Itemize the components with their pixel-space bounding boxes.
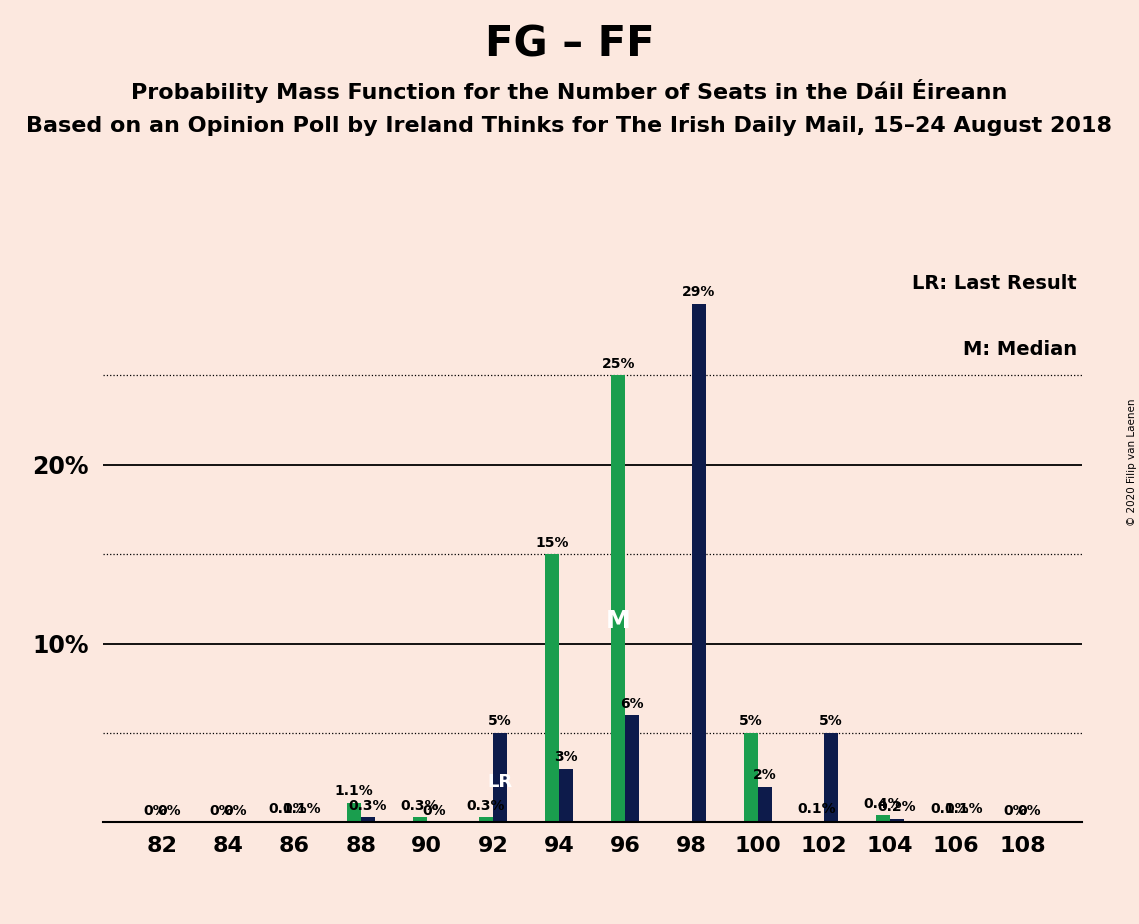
Text: 0.1%: 0.1% — [268, 802, 306, 816]
Text: 0.1%: 0.1% — [944, 802, 983, 816]
Bar — [346, 803, 361, 822]
Text: 0.1%: 0.1% — [282, 802, 321, 816]
Text: 0%: 0% — [210, 804, 233, 818]
Text: 0%: 0% — [157, 804, 181, 818]
Text: 2%: 2% — [753, 768, 777, 782]
Text: 0%: 0% — [223, 804, 247, 818]
Text: M: Median: M: Median — [964, 340, 1077, 359]
Text: 3%: 3% — [555, 750, 577, 764]
Text: 5%: 5% — [739, 714, 763, 728]
Text: M: M — [606, 609, 631, 633]
Text: 0%: 0% — [1003, 804, 1027, 818]
Bar — [559, 769, 573, 822]
Bar — [280, 821, 295, 822]
Text: 5%: 5% — [819, 714, 843, 728]
Bar — [823, 733, 838, 822]
Text: 29%: 29% — [682, 286, 715, 299]
Bar — [810, 821, 823, 822]
Bar — [957, 821, 970, 822]
Text: 0%: 0% — [423, 804, 445, 818]
Bar — [942, 821, 957, 822]
Text: Based on an Opinion Poll by Ireland Thinks for The Irish Daily Mail, 15–24 Augus: Based on an Opinion Poll by Ireland Thin… — [26, 116, 1113, 136]
Bar — [361, 817, 375, 822]
Bar — [625, 715, 639, 822]
Text: LR: Last Result: LR: Last Result — [912, 274, 1077, 293]
Bar — [493, 733, 507, 822]
Bar — [691, 304, 706, 822]
Bar — [890, 819, 904, 822]
Text: 0.3%: 0.3% — [467, 798, 506, 812]
Text: Probability Mass Function for the Number of Seats in the Dáil Éireann: Probability Mass Function for the Number… — [131, 79, 1008, 103]
Bar — [744, 733, 757, 822]
Text: 1.1%: 1.1% — [334, 784, 372, 798]
Text: FG – FF: FG – FF — [485, 23, 654, 65]
Text: LR: LR — [487, 773, 513, 791]
Text: 0.1%: 0.1% — [797, 802, 836, 816]
Text: 0.2%: 0.2% — [878, 800, 917, 814]
Text: 0.3%: 0.3% — [349, 798, 387, 812]
Text: 5%: 5% — [489, 714, 511, 728]
Text: 25%: 25% — [601, 357, 636, 371]
Text: 0%: 0% — [1018, 804, 1041, 818]
Bar — [412, 817, 427, 822]
Text: 6%: 6% — [621, 697, 645, 711]
Bar — [295, 821, 309, 822]
Bar — [478, 817, 493, 822]
Text: © 2020 Filip van Laenen: © 2020 Filip van Laenen — [1126, 398, 1137, 526]
Text: 0.4%: 0.4% — [863, 796, 902, 810]
Bar — [876, 815, 890, 822]
Text: 0%: 0% — [144, 804, 166, 818]
Text: 0.3%: 0.3% — [401, 798, 439, 812]
Text: 0.1%: 0.1% — [929, 802, 968, 816]
Text: 15%: 15% — [535, 536, 568, 550]
Bar — [612, 375, 625, 822]
Bar — [757, 786, 772, 822]
Bar — [546, 554, 559, 822]
